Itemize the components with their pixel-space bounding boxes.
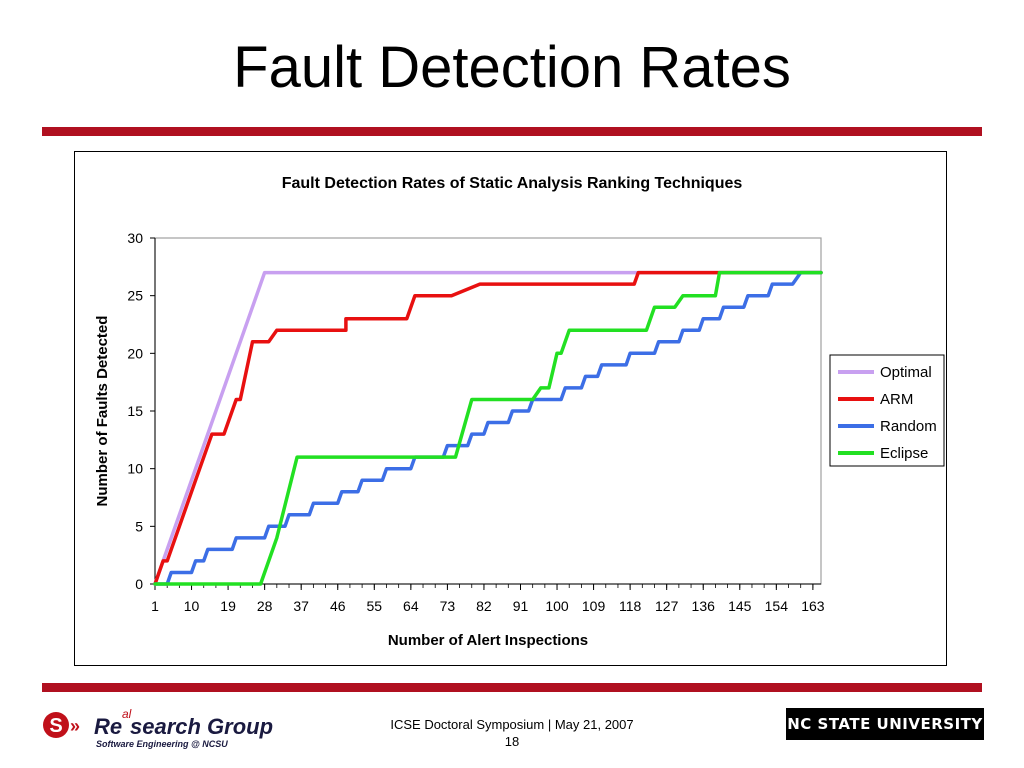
x-tick-label: 145 xyxy=(728,598,752,614)
logo-text-re: Re xyxy=(94,714,122,739)
x-tick-label: 154 xyxy=(765,598,789,614)
x-axis-label: Number of Alert Inspections xyxy=(388,632,588,649)
logo-text-search-group: search Group xyxy=(130,714,273,739)
legend-label: Optimal xyxy=(880,364,932,381)
x-tick-label: 37 xyxy=(293,598,309,614)
chart-frame: Fault Detection Rates of Static Analysis… xyxy=(74,151,947,666)
line-chart: Fault Detection Rates of Static Analysis… xyxy=(94,175,945,649)
legend-label: Eclipse xyxy=(880,445,928,462)
x-tick-label: 19 xyxy=(220,598,236,614)
logo-s-glyph: S xyxy=(49,715,62,737)
research-group-logo: S » Re al search Group Software Engineer… xyxy=(43,707,273,749)
logo-arrows-icon: » xyxy=(70,716,80,736)
x-tick-label: 91 xyxy=(513,598,529,614)
x-tick-label: 64 xyxy=(403,598,419,614)
y-tick-label: 30 xyxy=(127,230,143,246)
series-line-eclipse xyxy=(153,270,823,586)
logo-subtitle: Software Engineering @ NCSU xyxy=(96,739,228,749)
logo-circle-icon xyxy=(43,712,69,738)
x-tick-label: 82 xyxy=(476,598,492,614)
footer-event: ICSE Doctoral Symposium | May 21, 2007 xyxy=(390,717,634,732)
y-tick-label: 25 xyxy=(127,288,143,304)
x-tick-label: 136 xyxy=(692,598,716,614)
y-axis-label: Number of Faults Detected xyxy=(94,316,111,507)
y-tick-label: 10 xyxy=(127,461,143,477)
y-tick-label: 20 xyxy=(127,345,143,361)
y-tick-label: 5 xyxy=(135,518,143,534)
x-tick-label: 28 xyxy=(257,598,273,614)
x-tick-label: 73 xyxy=(440,598,456,614)
x-tick-label: 163 xyxy=(801,598,825,614)
x-tick-label: 10 xyxy=(184,598,200,614)
bottom-rule xyxy=(42,683,982,692)
nc-state-logo: NC STATE UNIVERSITY xyxy=(786,708,984,740)
x-tick-label: 46 xyxy=(330,598,346,614)
x-tick-label: 109 xyxy=(582,598,606,614)
x-tick-label: 127 xyxy=(655,598,679,614)
slide-title: Fault Detection Rates xyxy=(233,35,791,100)
top-rule xyxy=(42,127,982,136)
footer: ICSE Doctoral Symposium | May 21, 2007 1… xyxy=(330,716,694,750)
logo-superscript: al xyxy=(122,707,132,721)
x-tick-label: 118 xyxy=(619,598,642,614)
x-tick-label: 55 xyxy=(367,598,383,614)
plot-area xyxy=(154,237,822,585)
chart-title: Fault Detection Rates of Static Analysis… xyxy=(282,175,743,192)
x-tick-label: 100 xyxy=(545,598,569,614)
series-line-optimal xyxy=(153,270,823,586)
legend-label: Random xyxy=(880,418,937,435)
legend-label: ARM xyxy=(880,391,913,408)
page-number: 18 xyxy=(504,734,520,749)
series-line-arm xyxy=(153,270,823,586)
y-tick-label: 0 xyxy=(135,576,143,592)
y-tick-label: 15 xyxy=(127,403,143,419)
x-tick-label: 1 xyxy=(151,598,159,614)
series-line-random xyxy=(153,270,823,586)
